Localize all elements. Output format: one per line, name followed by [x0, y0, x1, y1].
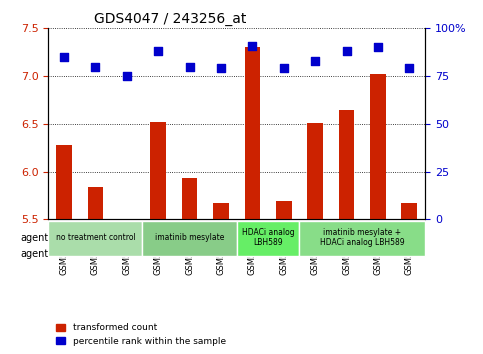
Bar [87, 187, 103, 219]
Bar [276, 201, 292, 219]
FancyBboxPatch shape [48, 221, 142, 256]
Text: HDACi analog
LBH589: HDACi analog LBH589 [242, 228, 294, 247]
Point [343, 48, 351, 54]
Text: agent: agent [20, 249, 48, 259]
Bar [150, 122, 166, 219]
Point [249, 43, 256, 48]
Point [312, 58, 319, 64]
Point [92, 64, 99, 69]
Bar [244, 47, 260, 219]
Bar [213, 203, 229, 219]
FancyBboxPatch shape [299, 221, 425, 256]
FancyBboxPatch shape [237, 221, 299, 256]
Bar [182, 178, 198, 219]
Text: agent: agent [20, 233, 48, 242]
Text: GDS4047 / 243256_at: GDS4047 / 243256_at [94, 12, 246, 26]
FancyBboxPatch shape [142, 221, 237, 256]
Bar [307, 123, 323, 219]
Text: no treatment control: no treatment control [56, 233, 135, 242]
Bar [401, 203, 417, 219]
Text: imatinib mesylate: imatinib mesylate [155, 233, 224, 242]
Point [280, 65, 288, 71]
Point [60, 54, 68, 60]
Point [155, 48, 162, 54]
Bar [370, 74, 386, 219]
Text: imatinib mesylate +
HDACi analog LBH589: imatinib mesylate + HDACi analog LBH589 [320, 228, 405, 247]
Bar [339, 110, 355, 219]
Point [406, 65, 413, 71]
Bar [119, 218, 135, 219]
Point [374, 45, 382, 50]
Point [217, 65, 225, 71]
Bar [56, 145, 72, 219]
Legend: transformed count, percentile rank within the sample: transformed count, percentile rank withi… [53, 320, 229, 349]
Point [123, 73, 130, 79]
Point [185, 64, 193, 69]
